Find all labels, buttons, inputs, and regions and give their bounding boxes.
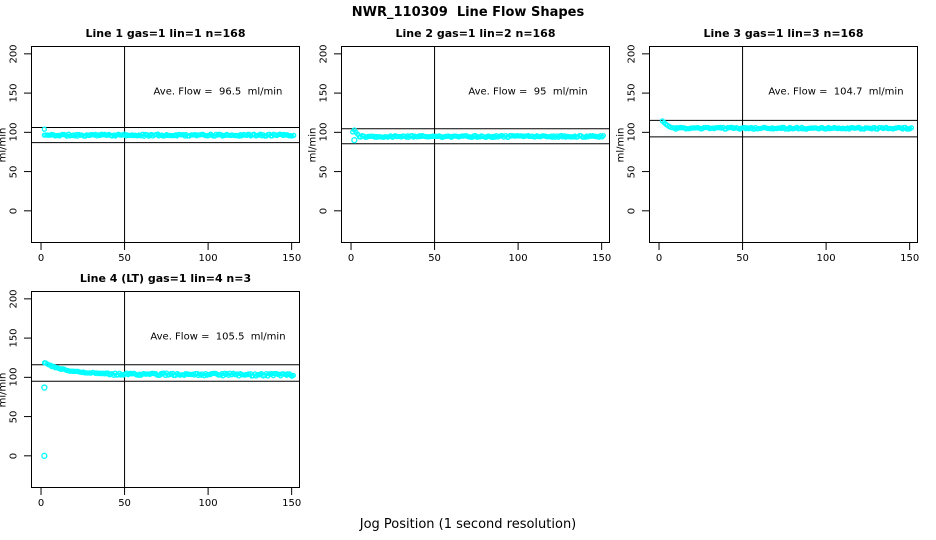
x-tick-label: 100 [198, 498, 218, 509]
x-tick-label: 100 [198, 253, 218, 264]
y-axis-label: ml/min [0, 127, 9, 162]
y-tick-label: 0 [8, 452, 20, 459]
plot-frame [341, 46, 610, 243]
avg-flow-annotation: Ave. Flow = 104.7 ml/min [768, 86, 904, 98]
x-tick-label: 150 [900, 253, 920, 264]
x-tick-label: 0 [37, 253, 45, 264]
data-points [41, 126, 297, 139]
plot-area-line-4 [24, 291, 300, 495]
data-points [350, 127, 606, 144]
y-axis-label: ml/min [0, 372, 9, 407]
x-tick-label: 0 [347, 253, 355, 264]
plot-area-line-2 [334, 46, 610, 250]
plot-frame [31, 291, 300, 488]
y-tick-label: 200 [8, 44, 20, 64]
avg-flow-annotation: Ave. Flow = 95 ml/min [468, 86, 588, 98]
avg-flow-annotation: Ave. Flow = 96.5 ml/min [153, 86, 283, 98]
y-tick-label: 150 [8, 328, 20, 348]
panel-title: Line 4 (LT) gas=1 lin=4 n=3 [79, 272, 252, 285]
y-tick-label: 50 [626, 165, 638, 178]
y-tick-label: 100 [626, 122, 638, 142]
y-tick-label: 200 [318, 44, 330, 64]
data-points [659, 118, 915, 132]
plot-area-line-1 [24, 46, 300, 250]
x-tick-label: 150 [592, 253, 612, 264]
y-tick-label: 0 [626, 207, 638, 214]
y-tick-label: 0 [318, 207, 330, 214]
plot-frame [649, 46, 918, 243]
data-points [41, 360, 296, 459]
avg-flow-annotation: Ave. Flow = 105.5 ml/min [150, 331, 286, 343]
x-axis-label: Jog Position (1 second resolution) [359, 517, 577, 532]
x-tick-label: 50 [428, 253, 441, 264]
x-tick-label: 150 [282, 253, 302, 264]
x-tick-label: 0 [655, 253, 663, 264]
x-tick-label: 100 [816, 253, 836, 264]
y-axis-label: ml/min [307, 127, 319, 162]
x-tick-label: 50 [118, 253, 131, 264]
x-tick-label: 100 [508, 253, 528, 264]
x-tick-label: 50 [118, 498, 131, 509]
plot-frame [31, 46, 300, 243]
y-axis-label: ml/min [615, 127, 627, 162]
y-tick-label: 150 [8, 83, 20, 103]
y-tick-label: 100 [8, 367, 20, 387]
y-tick-label: 50 [8, 410, 20, 423]
x-tick-label: 0 [37, 498, 45, 509]
x-tick-label: 150 [282, 498, 302, 509]
y-tick-label: 150 [318, 83, 330, 103]
y-tick-label: 0 [8, 207, 20, 214]
y-tick-label: 50 [318, 165, 330, 178]
panel-title: Line 1 gas=1 lin=1 n=168 [85, 27, 246, 40]
y-tick-label: 200 [8, 289, 20, 309]
chart-title: NWR_110309 Line Flow Shapes [351, 5, 585, 20]
panel-title: Line 3 gas=1 lin=3 n=168 [703, 27, 864, 40]
y-tick-label: 150 [626, 83, 638, 103]
panel-title: Line 2 gas=1 lin=2 n=168 [395, 27, 556, 40]
y-tick-label: 100 [8, 122, 20, 142]
y-tick-label: 100 [318, 122, 330, 142]
plot-area-line-3 [642, 46, 918, 250]
y-tick-label: 200 [626, 44, 638, 64]
x-tick-label: 50 [736, 253, 749, 264]
y-tick-label: 50 [8, 165, 20, 178]
